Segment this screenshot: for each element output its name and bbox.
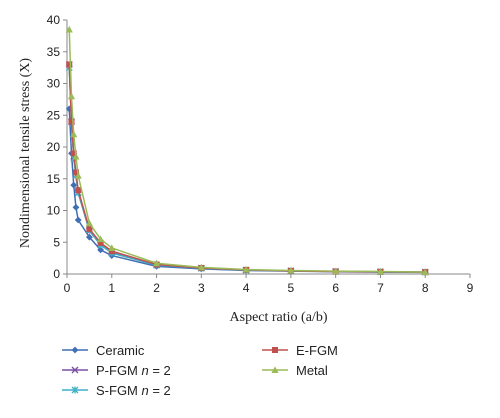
legend-label: E-FGM (296, 343, 338, 358)
series-s-fgm-n-2 (65, 64, 429, 276)
x-tick-label: 4 (243, 281, 250, 295)
legend-item: Ceramic (62, 343, 145, 358)
legend-label: Ceramic (96, 343, 145, 358)
legend-label: P-FGM n = 2 (96, 363, 171, 378)
legend-label: Metal (296, 363, 328, 378)
data-point (97, 239, 104, 246)
data-point (72, 152, 80, 160)
data-point (67, 92, 76, 100)
tick-labels: 0 5 10 15 20 25 30 35 40 0 1 2 3 4 5 6 7 8 9 (47, 13, 474, 295)
x-tick-label: 2 (153, 281, 160, 295)
data-point (152, 259, 161, 267)
data-point (65, 105, 73, 113)
y-tick-label: 15 (47, 172, 61, 186)
y-tick-label: 10 (47, 204, 61, 218)
series-line (68, 64, 426, 273)
legend-marker (271, 366, 279, 373)
data-point (85, 233, 93, 241)
data-point (376, 267, 385, 275)
data-point (70, 150, 77, 157)
series-line (68, 29, 426, 273)
data-point (108, 244, 116, 251)
data-point (108, 248, 115, 255)
series-metal (65, 25, 429, 276)
axes (63, 19, 471, 278)
data-point (68, 118, 75, 125)
data-point (86, 225, 93, 232)
data-point (66, 61, 73, 68)
data-point (70, 130, 78, 138)
legend-label: S-FGM n = 2 (96, 383, 171, 398)
data-point (72, 203, 80, 211)
legend-item: E-FGM (262, 343, 338, 358)
legend: Ceramic P-FGM n = 2 S-FGM n = 2 E-FGM Metal (62, 343, 338, 398)
x-axis-title: Aspect ratio (a/b) (230, 310, 328, 325)
y-tick-label: 35 (47, 45, 61, 59)
y-tick-label: 0 (53, 267, 60, 281)
data-point (96, 235, 105, 243)
legend-item: S-FGM n = 2 (62, 383, 171, 398)
legend-marker (272, 347, 278, 353)
series-line (68, 67, 426, 273)
legend-marker (71, 346, 79, 354)
y-tick-label: 5 (53, 235, 60, 249)
data-point (287, 266, 295, 274)
x-tick-label: 0 (64, 281, 71, 295)
series-e-fgm (66, 61, 429, 276)
data-point (97, 246, 104, 254)
data-point (65, 25, 73, 33)
data-point (70, 181, 78, 189)
series-line (68, 64, 426, 273)
y-tick-label: 25 (47, 108, 61, 122)
legend-item: P-FGM n = 2 (62, 363, 171, 378)
x-tick-label: 3 (198, 281, 205, 295)
data-point (421, 268, 429, 276)
y-tick-label: 40 (47, 13, 61, 27)
y-tick-label: 30 (47, 77, 61, 91)
legend-marker (71, 366, 79, 374)
x-tick-label: 5 (288, 281, 295, 295)
data-point (75, 187, 82, 194)
data-point (85, 219, 93, 227)
legend-item: Metal (262, 363, 328, 378)
y-tick-label: 20 (47, 140, 61, 154)
x-tick-label: 7 (377, 281, 384, 295)
x-tick-label: 8 (422, 281, 429, 295)
data-point (197, 263, 205, 271)
data-point (332, 267, 340, 275)
series-line (68, 108, 426, 274)
x-tick-label: 1 (108, 281, 115, 295)
plot-series (65, 25, 429, 276)
x-tick-label: 6 (332, 281, 339, 295)
data-point (74, 216, 82, 224)
data-point (72, 169, 79, 176)
y-axis-title: Nondimensional tensile stress (X) (18, 58, 33, 248)
legend-marker (71, 386, 79, 394)
series-p-fgm-n-2 (65, 60, 429, 276)
data-point (74, 171, 82, 179)
x-tick-label: 9 (467, 281, 474, 295)
data-point (242, 265, 250, 273)
